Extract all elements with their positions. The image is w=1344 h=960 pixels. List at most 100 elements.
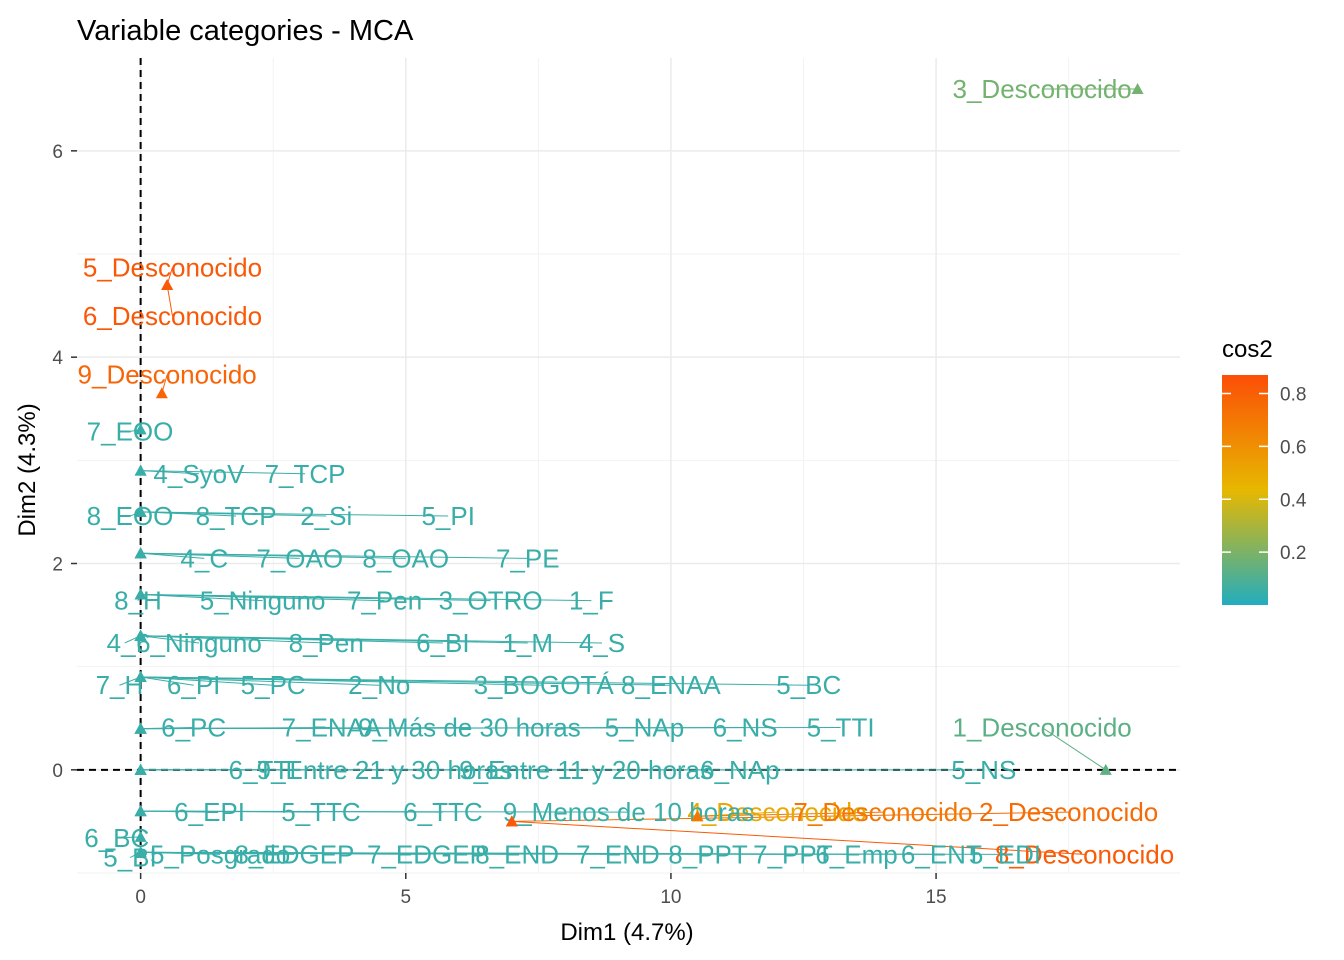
point-label: 9_Entre 21 y 30 horas	[257, 755, 513, 785]
x-axis-title: Dim1 (4.7%)	[560, 919, 693, 946]
label-arrow	[116, 836, 141, 839]
point-label: 7_H	[96, 670, 144, 700]
point-label: 8_H	[114, 586, 162, 616]
point-label: 4_Desconocido	[687, 797, 866, 827]
legend-ticks: 0.2 0.4 0.6 0.8	[1222, 385, 1307, 564]
point-label: 8_EOO	[87, 501, 174, 531]
point-label: 4_C	[180, 543, 228, 573]
point-label: 2_No	[348, 670, 410, 700]
label-arrow	[140, 851, 1006, 855]
y-tick-label: 6	[52, 142, 63, 163]
point-label: 9_Desconocido	[78, 360, 257, 390]
point-label: 6_EPI	[174, 797, 245, 827]
point-label: 1_F	[569, 586, 614, 616]
point-label: 6_Ninguno	[136, 628, 262, 658]
point-label: 6_Emp	[815, 839, 897, 869]
point-marker	[134, 830, 147, 842]
label-arrow	[140, 593, 592, 602]
point-label: 5_NAp	[605, 713, 685, 743]
point-label: 8_END	[475, 839, 559, 869]
point-label: 8_ENAA	[621, 670, 721, 700]
point-marker	[134, 722, 147, 734]
label-arrow	[140, 810, 629, 813]
label-arrow	[140, 676, 274, 686]
point-label: 6_PC	[161, 713, 226, 743]
label-arrow	[140, 552, 205, 559]
labels-layer: 3_Desconocido 5_Desconocido 6_Desconocido 9…	[78, 74, 1175, 873]
point-label: 5_NS	[951, 755, 1016, 785]
point-label: 2_Desconocido	[979, 797, 1158, 827]
arrows-layer	[116, 88, 1138, 858]
x-tick-label: 5	[400, 887, 411, 908]
point-label: 7_PE	[496, 543, 560, 573]
label-arrow	[140, 635, 200, 644]
point-label: 5_TTI	[807, 713, 875, 743]
x-tick-label: 15	[925, 887, 946, 908]
point-label: 6_ENT	[901, 839, 982, 869]
point-label: 4_I	[107, 628, 143, 658]
point-marker	[134, 629, 147, 641]
point-marker	[505, 815, 518, 827]
x-tick-label: 0	[135, 887, 146, 908]
point-label: 5_BC	[776, 670, 841, 700]
x-axis: 0 5 10 15	[135, 873, 947, 908]
label-arrow	[1041, 727, 1107, 771]
point-label: 5_PC	[241, 670, 306, 700]
point-marker	[134, 423, 147, 435]
point-label: 8_Desconocido	[995, 839, 1174, 869]
point-label: 4_SyoV	[153, 459, 245, 489]
point-label: 6_NAp	[700, 755, 780, 785]
x-tick-label: 10	[660, 887, 681, 908]
point-label: 7_ENAA	[282, 713, 382, 743]
label-arrow	[140, 593, 263, 602]
label-arrow	[140, 470, 306, 475]
point-label: 1_Desconocido	[953, 713, 1132, 743]
point-label: 6_PI	[167, 670, 221, 700]
point-label: 7_EDGEP	[367, 839, 487, 869]
point-label: 8_TCP	[196, 501, 277, 531]
label-arrow	[140, 635, 602, 644]
point-label: 3_BOGOTÁ	[474, 670, 615, 700]
markers-layer	[134, 82, 1144, 858]
point-marker	[1099, 763, 1112, 775]
point-label: 6_Desconocido	[83, 301, 262, 331]
point-marker	[134, 464, 147, 476]
point-label: 9_Menos de 10 horas	[503, 797, 755, 827]
point-label: 3_OTRO	[439, 586, 543, 616]
point-label: 9_Más de 30 horas	[358, 713, 581, 743]
point-label: 8_OAO	[362, 543, 449, 573]
chart-title: Variable categories - MCA	[77, 15, 414, 47]
label-arrow	[697, 811, 884, 817]
point-label: 4_S	[579, 628, 625, 658]
point-marker	[161, 278, 174, 290]
point-label: 5_TTC	[281, 797, 360, 827]
y-tick-label: 2	[52, 555, 63, 576]
label-arrow	[140, 727, 841, 730]
point-label: 7_TCP	[265, 459, 346, 489]
legend-tick-label: 0.4	[1280, 490, 1307, 511]
point-marker	[134, 505, 147, 517]
point-marker	[134, 763, 147, 775]
y-axis: 0 2 4 6	[52, 142, 77, 782]
plot-panel: 3_Desconocido 5_Desconocido 6_Desconocido 9…	[77, 58, 1180, 874]
point-marker	[134, 547, 147, 559]
label-arrow	[140, 552, 528, 559]
point-label: 5_BI	[103, 843, 157, 873]
y-tick-label: 0	[52, 761, 63, 782]
label-arrow	[511, 820, 1085, 855]
point-label: 5_Desconocido	[83, 252, 262, 282]
label-arrow	[140, 676, 380, 686]
point-marker	[134, 846, 147, 858]
point-label: 8_Pen	[289, 628, 364, 658]
point-label: 8_EDGEP	[234, 839, 354, 869]
label-arrow	[511, 811, 1069, 822]
point-label: 7_OAO	[256, 543, 343, 573]
point-label: 1_M	[502, 628, 553, 658]
point-label: 5_PI	[421, 501, 475, 531]
label-arrow	[140, 511, 449, 517]
legend-tick-label: 0.2	[1280, 543, 1306, 564]
point-label: 2_Si	[300, 501, 352, 531]
point-marker	[134, 805, 147, 817]
point-label: 7_EOO	[87, 416, 174, 446]
label-arrow	[140, 676, 194, 686]
